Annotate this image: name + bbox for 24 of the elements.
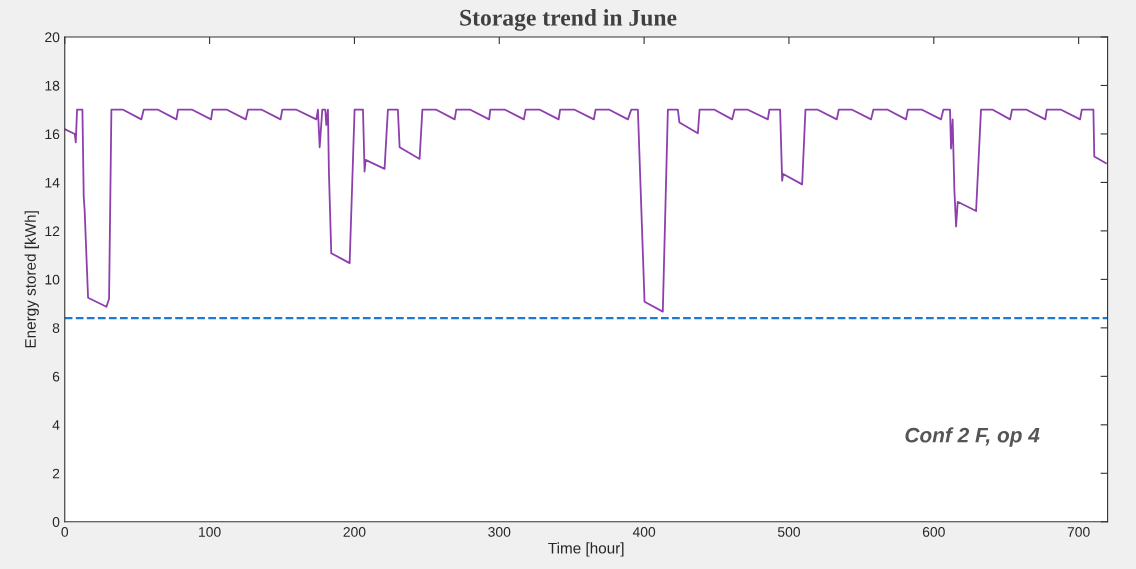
y-axis-title: Energy stored [kWh] xyxy=(24,211,39,348)
y-tick-label: 2 xyxy=(52,468,60,479)
x-tick-label: 300 xyxy=(488,527,511,537)
y-tick-label: 0 xyxy=(52,517,60,527)
y-tick-label: 20 xyxy=(45,32,60,43)
y-tick-label: 14 xyxy=(45,177,60,188)
annotation: Conf 2 F, op 4 xyxy=(905,427,1040,447)
y-tick-label: 4 xyxy=(52,420,60,430)
x-tick-label: 0 xyxy=(61,527,69,537)
y-tick-label: 18 xyxy=(45,80,60,91)
x-tick-label: 100 xyxy=(199,527,221,537)
x-axis-title: Time [hour] xyxy=(548,542,624,557)
x-tick-label: 200 xyxy=(343,527,366,537)
chart-title: Storage trend in June xyxy=(460,9,677,31)
y-tick-label: 10 xyxy=(45,274,60,285)
y-tick-label: 16 xyxy=(45,129,60,140)
x-tick-label: 700 xyxy=(1067,527,1090,537)
x-tick-label: 600 xyxy=(922,527,945,537)
y-tick-label: 12 xyxy=(45,226,60,236)
x-tick-label: 500 xyxy=(777,527,800,537)
y-tick-label: 8 xyxy=(52,323,60,334)
y-tick-label: 6 xyxy=(52,371,60,382)
x-tick-label: 400 xyxy=(632,527,656,537)
line-series xyxy=(64,108,1107,313)
